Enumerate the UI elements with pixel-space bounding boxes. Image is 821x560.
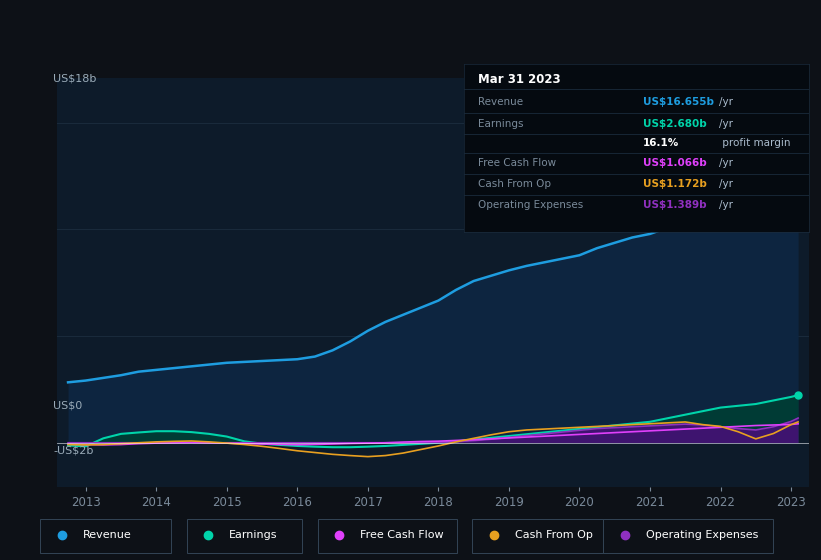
FancyBboxPatch shape <box>186 519 302 553</box>
Text: Earnings: Earnings <box>478 119 523 129</box>
Text: /yr: /yr <box>719 158 733 167</box>
Text: US$18b: US$18b <box>53 73 97 83</box>
Text: /yr: /yr <box>719 119 733 129</box>
Text: US$1.066b: US$1.066b <box>643 158 707 167</box>
Text: 16.1%: 16.1% <box>643 138 680 147</box>
Text: Earnings: Earnings <box>229 530 277 540</box>
FancyBboxPatch shape <box>472 519 603 553</box>
Text: profit margin: profit margin <box>719 138 791 147</box>
Text: Revenue: Revenue <box>478 97 523 107</box>
Text: US$2.680b: US$2.680b <box>643 119 707 129</box>
FancyBboxPatch shape <box>603 519 773 553</box>
Text: US$1.172b: US$1.172b <box>643 179 707 189</box>
FancyBboxPatch shape <box>40 519 172 553</box>
Text: -US$2b: -US$2b <box>53 446 94 456</box>
Text: Operating Expenses: Operating Expenses <box>646 530 759 540</box>
Text: US$0: US$0 <box>53 401 83 411</box>
Text: Free Cash Flow: Free Cash Flow <box>360 530 444 540</box>
Text: Revenue: Revenue <box>82 530 131 540</box>
Text: /yr: /yr <box>719 97 733 107</box>
Text: Mar 31 2023: Mar 31 2023 <box>478 73 560 86</box>
Text: US$16.655b: US$16.655b <box>643 97 714 107</box>
Text: US$1.389b: US$1.389b <box>643 200 707 209</box>
Text: Operating Expenses: Operating Expenses <box>478 200 583 209</box>
Text: Cash From Op: Cash From Op <box>515 530 593 540</box>
FancyBboxPatch shape <box>318 519 456 553</box>
Text: /yr: /yr <box>719 179 733 189</box>
Text: /yr: /yr <box>719 200 733 209</box>
Text: Free Cash Flow: Free Cash Flow <box>478 158 556 167</box>
Text: Cash From Op: Cash From Op <box>478 179 551 189</box>
